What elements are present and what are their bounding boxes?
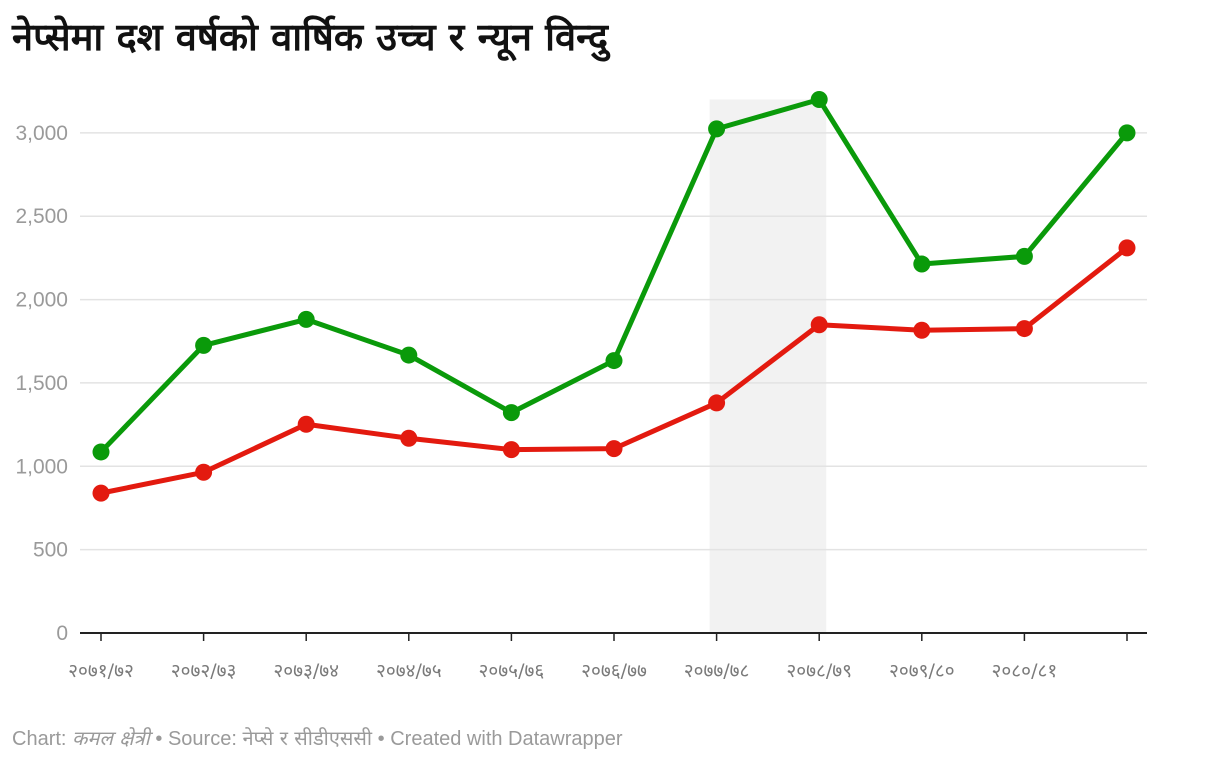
data-point bbox=[913, 321, 931, 339]
x-tick-label: २०७६/७७ bbox=[581, 660, 647, 682]
x-tick-label: २०७३/७४ bbox=[273, 660, 339, 682]
data-point bbox=[708, 394, 726, 412]
series-group bbox=[92, 91, 1136, 502]
y-tick-label: 3,000 bbox=[15, 122, 68, 145]
x-tick-label: २०७९/८० bbox=[889, 660, 955, 682]
y-axis-labels: 0 500 1,000 1,500 2,000 2,500 3,000 bbox=[15, 122, 68, 645]
footer-author: कमल क्षेत्री bbox=[72, 726, 150, 750]
x-tick-label: २०८०/८१ bbox=[992, 660, 1058, 682]
data-point bbox=[605, 440, 623, 458]
x-tick-label: २०७५/७६ bbox=[479, 660, 545, 682]
data-point bbox=[400, 429, 418, 447]
x-tick-label: २०७८/७९ bbox=[786, 660, 852, 682]
data-point bbox=[400, 346, 418, 364]
x-axis bbox=[80, 632, 1147, 641]
footer-source-prefix: • Source: bbox=[149, 728, 243, 750]
footer-created-with: • Created with Datawrapper bbox=[372, 728, 623, 750]
chart-title: नेप्सेमा दश वर्षको वार्षिक उच्च र न्यून … bbox=[12, 15, 609, 59]
x-tick-label: २०७१/७२ bbox=[68, 660, 134, 682]
y-tick-label: 1,000 bbox=[15, 455, 68, 478]
series-line bbox=[98, 97, 1130, 455]
data-point bbox=[1118, 124, 1136, 142]
data-point bbox=[195, 336, 213, 354]
data-point bbox=[502, 441, 520, 459]
data-point bbox=[810, 91, 828, 108]
data-point bbox=[92, 443, 110, 461]
data-point bbox=[297, 415, 315, 433]
y-tick-label: 0 bbox=[56, 622, 68, 645]
grid-lines bbox=[80, 132, 1147, 551]
y-tick-label: 1,500 bbox=[15, 372, 68, 395]
x-tick-label: २०७७/७८ bbox=[684, 660, 750, 682]
data-point bbox=[913, 255, 931, 273]
x-tick-label: २०७२/७३ bbox=[171, 660, 237, 682]
data-point bbox=[195, 463, 213, 481]
data-point bbox=[1118, 239, 1136, 257]
footer-chart-prefix: Chart: bbox=[12, 728, 73, 750]
y-tick-label: 500 bbox=[33, 539, 68, 562]
y-tick-label: 2,000 bbox=[15, 289, 68, 312]
data-point bbox=[810, 316, 828, 334]
x-tick-label: २०७४/७५ bbox=[376, 660, 442, 682]
x-axis-labels: २०७१/७२ २०७२/७३ २०७३/७४ २०७४/७५ २०७५/७६ २०७६/… bbox=[68, 660, 1057, 682]
data-point bbox=[502, 404, 520, 422]
data-point bbox=[708, 120, 726, 138]
data-point bbox=[605, 352, 623, 370]
data-point bbox=[297, 310, 315, 328]
data-point bbox=[1015, 320, 1033, 338]
chart-footer: Chart: कमल क्षेत्री • Source: नेप्से र स… bbox=[12, 724, 623, 751]
data-point bbox=[92, 484, 110, 502]
footer-source: नेप्से र सीडीएससी bbox=[242, 726, 373, 750]
y-tick-label: 2,500 bbox=[15, 205, 68, 228]
data-point bbox=[1015, 247, 1033, 265]
